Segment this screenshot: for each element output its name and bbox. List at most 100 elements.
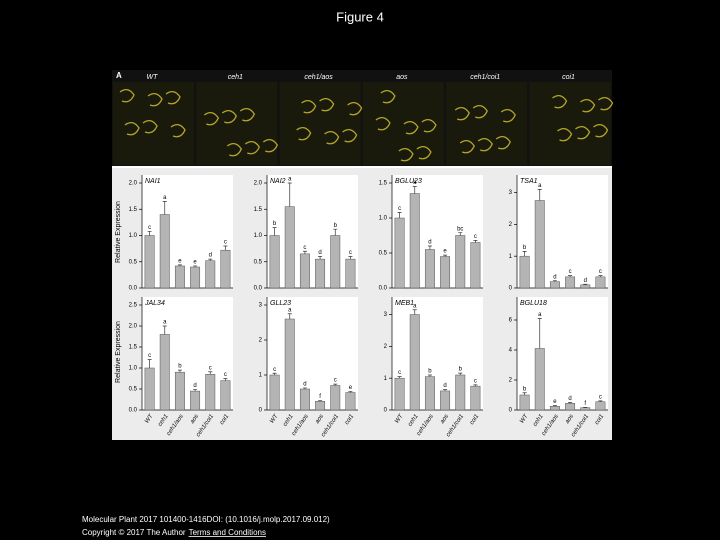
cell-outline	[459, 139, 475, 154]
micrograph	[446, 82, 528, 165]
cell-outline	[301, 99, 317, 114]
x-tick-label: coi1	[469, 414, 480, 426]
significance-letter: b	[459, 367, 463, 373]
significance-letter: b	[523, 245, 527, 251]
y-tick-label: 0	[384, 408, 388, 414]
y-tick-label: 0.5	[129, 387, 138, 393]
cell-outline	[454, 106, 470, 121]
chart-title: BGLU18	[520, 300, 547, 307]
y-tick-label: 3	[384, 312, 388, 318]
y-tick-label: 1.0	[379, 216, 388, 222]
cell-outline	[342, 128, 358, 143]
x-tick-label: WT	[144, 413, 155, 425]
cell-outline	[575, 125, 591, 140]
micrograph-label: ceh1/aos	[304, 74, 333, 81]
error-bar	[443, 389, 448, 391]
micrograph-label: ceh1	[228, 74, 243, 81]
cell-outline	[598, 96, 614, 111]
significance-letter: f	[319, 394, 321, 400]
error-bar	[177, 264, 182, 266]
error-bar	[193, 265, 198, 267]
y-tick-label: 1.5	[379, 181, 388, 187]
error-bar	[333, 383, 338, 386]
bar	[470, 242, 481, 289]
cell-outline	[347, 101, 363, 116]
bar	[549, 281, 560, 289]
bar	[269, 374, 280, 411]
micrograph	[113, 82, 194, 165]
error-bar	[412, 186, 417, 194]
error-bar	[583, 283, 588, 285]
significance-letter: b	[273, 221, 277, 227]
bar	[269, 235, 280, 289]
significance-letter: d	[443, 383, 446, 389]
error-bar	[473, 240, 478, 243]
chart-title: TSA1	[520, 178, 538, 185]
error-bar	[598, 400, 603, 402]
plot-area	[267, 175, 358, 288]
error-bar	[223, 245, 228, 251]
cell-outline	[593, 123, 609, 138]
error-bar	[412, 309, 417, 315]
bar	[440, 390, 451, 411]
y-tick-label: 0	[259, 408, 263, 414]
bar	[565, 276, 576, 289]
significance-letter: d	[568, 396, 571, 402]
y-tick-label: 0	[509, 408, 513, 414]
bar	[345, 258, 356, 289]
y-tick-label: 1.0	[129, 233, 138, 239]
y-tick-label: 1.0	[254, 233, 263, 239]
y-tick-label: 2	[384, 344, 388, 350]
cell-outline	[580, 98, 596, 113]
plot-area	[517, 175, 608, 288]
error-bar	[318, 400, 323, 402]
significance-letter: e	[178, 258, 182, 264]
micrograph	[196, 82, 278, 165]
significance-letter: b	[178, 364, 182, 370]
y-tick-label: 4	[509, 348, 513, 354]
y-tick-label: 3	[259, 303, 263, 309]
chart-title: NAI2	[270, 178, 286, 185]
chart-title: GLL23	[270, 300, 291, 307]
bar	[159, 334, 170, 411]
bar	[330, 385, 341, 411]
significance-letter: e	[553, 399, 557, 405]
y-tick-label: 0.0	[254, 286, 263, 292]
copyright: Copyright © 2017 The Author	[82, 528, 186, 537]
cell-outline	[380, 89, 396, 104]
significance-letter: c	[209, 365, 212, 371]
error-bar	[568, 402, 573, 404]
cell-outline	[296, 126, 312, 141]
cell-outline	[244, 140, 261, 155]
x-tick-label: aos	[315, 414, 325, 425]
bar	[424, 249, 435, 289]
significance-letter: b	[428, 369, 432, 375]
error-bar	[458, 232, 463, 236]
terms-link[interactable]: Terms and Conditions	[189, 528, 266, 537]
cell-outline	[500, 108, 516, 123]
x-tick-label: coi1	[219, 414, 230, 426]
cell-outline	[203, 111, 220, 126]
bar	[144, 235, 155, 289]
significance-letter: e	[193, 260, 197, 266]
bar	[174, 371, 185, 411]
significance-letter: c	[148, 225, 151, 231]
y-tick-label: 0	[509, 286, 513, 292]
cell-outline	[170, 123, 186, 138]
significance-letter: f	[584, 401, 586, 407]
cell-outline	[226, 142, 243, 157]
error-bar	[162, 325, 167, 335]
error-bar	[272, 372, 277, 375]
significance-letter: d	[584, 278, 587, 284]
cell-outline	[239, 107, 256, 122]
bar	[580, 284, 591, 289]
y-tick-label: 1.0	[129, 366, 138, 372]
significance-letter: d	[303, 382, 306, 388]
bar	[595, 276, 606, 289]
y-tick-label: 2.0	[129, 324, 138, 330]
bar	[470, 385, 481, 411]
bar	[409, 314, 420, 411]
significance-letter: b	[334, 223, 338, 229]
micrograph-label: WT	[147, 74, 159, 81]
y-tick-label: 0.5	[129, 259, 138, 265]
